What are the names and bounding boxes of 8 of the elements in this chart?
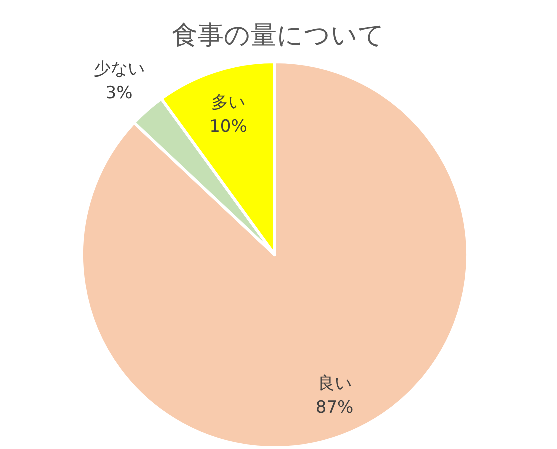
data-label: 10%: [210, 116, 248, 137]
pie-slice: [80, 60, 470, 449]
slice-label: 少ない: [94, 59, 145, 80]
chart-title: 食事の量について: [172, 21, 385, 51]
data-label: 3%: [106, 83, 133, 104]
slice-label: 良い: [318, 374, 352, 394]
slice-label: 多い: [211, 92, 246, 113]
data-label: 87%: [316, 398, 354, 418]
